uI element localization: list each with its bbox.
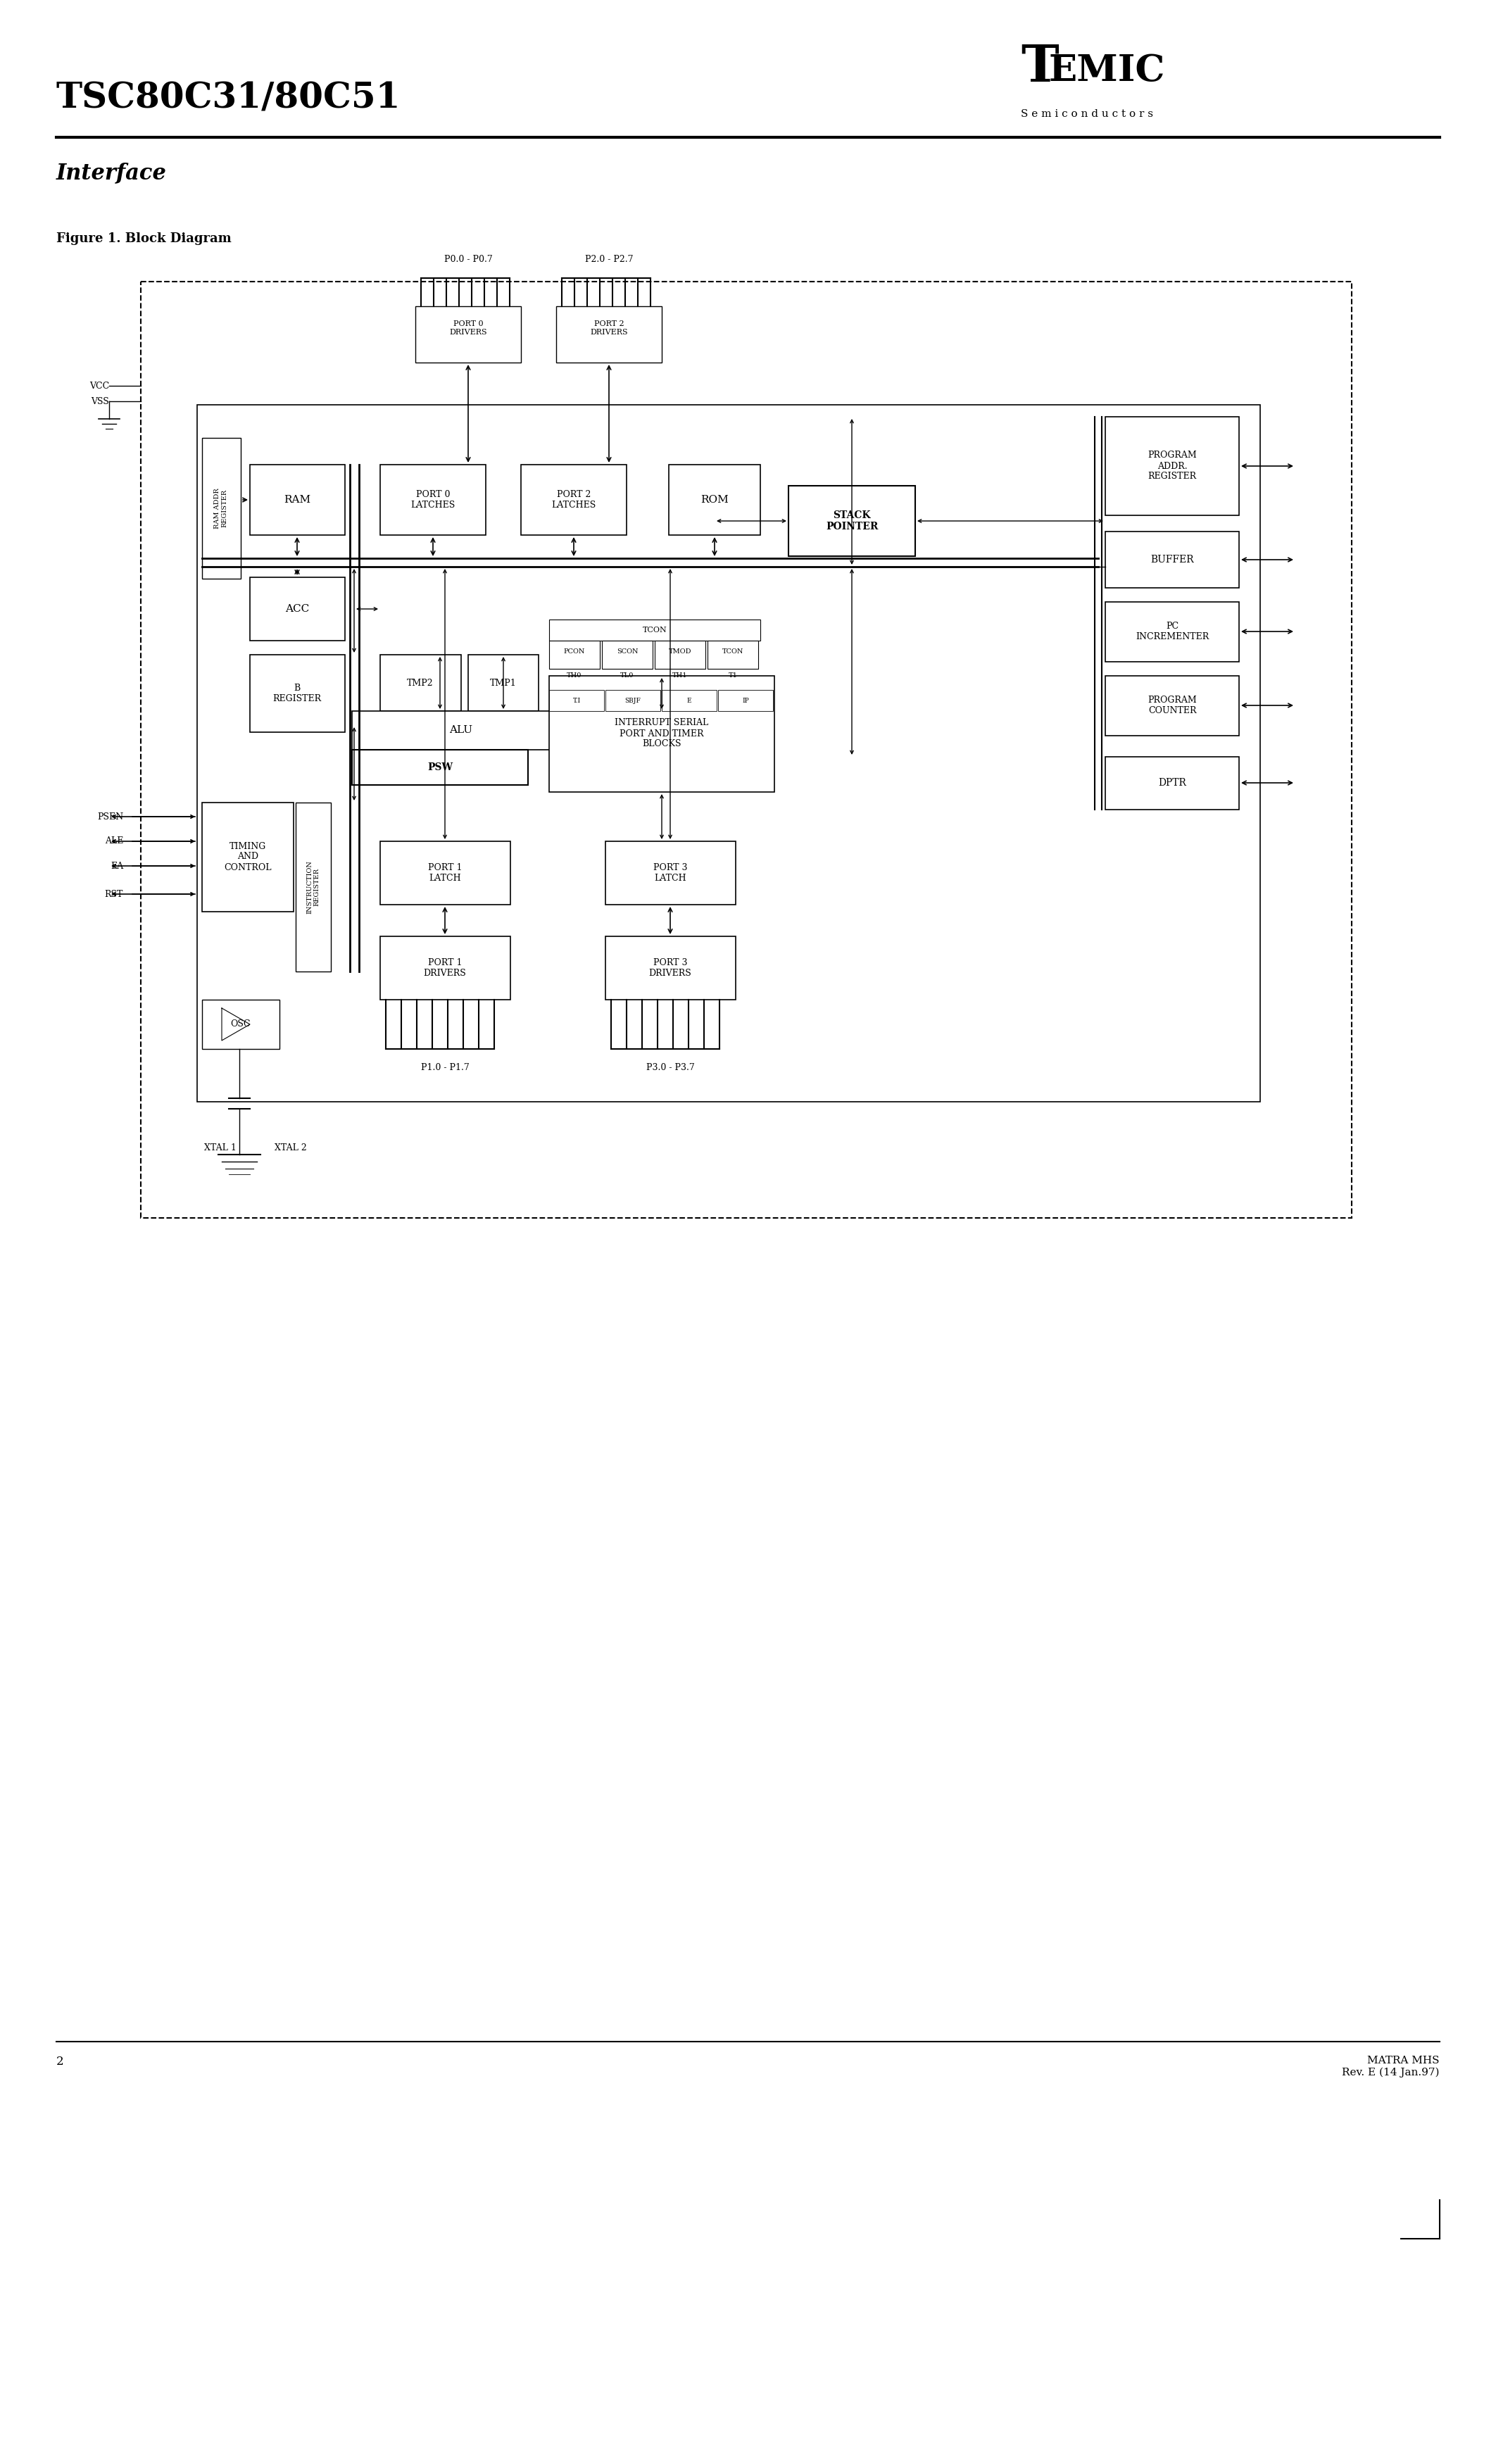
- Text: VSS: VSS: [91, 397, 109, 407]
- Text: ACC: ACC: [286, 604, 310, 614]
- Text: T1: T1: [729, 673, 738, 680]
- Text: Interface: Interface: [57, 163, 166, 185]
- Text: PCON: PCON: [564, 648, 585, 655]
- Text: TMOD: TMOD: [669, 648, 691, 655]
- Text: PROGRAM
ADDR.
REGISTER: PROGRAM ADDR. REGISTER: [1147, 451, 1197, 480]
- Bar: [416, 306, 521, 362]
- Text: INTERRUPT SERIAL
PORT AND TIMER
BLOCKS: INTERRUPT SERIAL PORT AND TIMER BLOCKS: [615, 719, 709, 749]
- Bar: [380, 936, 510, 1000]
- Bar: [197, 404, 1260, 1101]
- Text: TMP2: TMP2: [407, 678, 434, 687]
- Bar: [1106, 532, 1239, 589]
- Text: PORT 2
LATCHES: PORT 2 LATCHES: [552, 490, 595, 510]
- Bar: [788, 485, 916, 557]
- Text: ALU: ALU: [449, 724, 473, 734]
- Text: P1.0 - P1.7: P1.0 - P1.7: [420, 1062, 470, 1072]
- Bar: [380, 655, 461, 712]
- Text: E: E: [687, 697, 691, 705]
- Bar: [549, 641, 600, 668]
- Bar: [352, 712, 570, 749]
- Bar: [202, 803, 293, 912]
- Bar: [557, 306, 661, 362]
- Bar: [669, 466, 760, 535]
- Text: ALE: ALE: [105, 838, 123, 845]
- Text: TH1: TH1: [673, 673, 688, 680]
- Bar: [655, 641, 706, 668]
- Text: MATRA MHS
Rev. E (14 Jan.97): MATRA MHS Rev. E (14 Jan.97): [1342, 2055, 1439, 2077]
- Bar: [606, 690, 660, 712]
- Bar: [352, 749, 528, 786]
- Bar: [521, 466, 627, 535]
- Text: 2: 2: [57, 2055, 64, 2067]
- Text: OSC: OSC: [230, 1020, 251, 1030]
- Text: PORT 0
DRIVERS: PORT 0 DRIVERS: [449, 320, 488, 335]
- Bar: [1106, 416, 1239, 515]
- Text: PORT 3
DRIVERS: PORT 3 DRIVERS: [649, 958, 691, 978]
- Text: TL0: TL0: [621, 673, 634, 680]
- Text: PORT 1
DRIVERS: PORT 1 DRIVERS: [423, 958, 467, 978]
- Text: PORT 3
LATCH: PORT 3 LATCH: [654, 862, 687, 882]
- Bar: [380, 466, 486, 535]
- Bar: [202, 1000, 280, 1050]
- Text: Figure 1. Block Diagram: Figure 1. Block Diagram: [57, 232, 232, 244]
- Text: SCON: SCON: [616, 648, 637, 655]
- Bar: [601, 641, 652, 668]
- Text: P0.0 - P0.7: P0.0 - P0.7: [444, 254, 492, 264]
- Text: PSEN: PSEN: [97, 813, 123, 821]
- Bar: [708, 641, 758, 668]
- Text: IP: IP: [742, 697, 749, 705]
- Bar: [250, 655, 346, 732]
- Text: P3.0 - P3.7: P3.0 - P3.7: [646, 1062, 694, 1072]
- Text: T: T: [1020, 42, 1059, 91]
- Text: S e m i c o n d u c t o r s: S e m i c o n d u c t o r s: [1020, 108, 1153, 118]
- Text: T.I: T.I: [573, 697, 580, 705]
- Text: TH0: TH0: [567, 673, 582, 680]
- Text: PSW: PSW: [428, 761, 453, 771]
- Text: PROGRAM
COUNTER: PROGRAM COUNTER: [1147, 695, 1197, 715]
- Bar: [606, 840, 736, 904]
- Text: TSC80C31/80C51: TSC80C31/80C51: [57, 81, 401, 116]
- Text: PORT 2
DRIVERS: PORT 2 DRIVERS: [589, 320, 628, 335]
- Text: PORT 1
LATCH: PORT 1 LATCH: [428, 862, 462, 882]
- Text: TMP1: TMP1: [491, 678, 516, 687]
- Text: XTAL 2: XTAL 2: [275, 1143, 307, 1153]
- Text: TCON: TCON: [723, 648, 744, 655]
- Text: INSTRUCTION
REGISTER: INSTRUCTION REGISTER: [307, 860, 320, 914]
- Bar: [250, 466, 346, 535]
- Text: EA: EA: [111, 862, 123, 870]
- Text: VCC: VCC: [90, 382, 109, 389]
- Text: TCON: TCON: [642, 626, 667, 633]
- Text: B
REGISTER: B REGISTER: [272, 683, 322, 702]
- Text: STACK
POINTER: STACK POINTER: [826, 510, 878, 532]
- Bar: [606, 936, 736, 1000]
- Text: DPTR: DPTR: [1158, 779, 1186, 788]
- Bar: [141, 281, 1352, 1217]
- Text: SBJF: SBJF: [625, 697, 640, 705]
- Bar: [661, 690, 717, 712]
- Text: ROM: ROM: [700, 495, 729, 505]
- Bar: [202, 439, 241, 579]
- Text: RST: RST: [105, 890, 123, 899]
- Bar: [296, 803, 331, 971]
- Bar: [549, 675, 775, 791]
- Bar: [549, 690, 604, 712]
- Text: RAM ADDR
REGISTER: RAM ADDR REGISTER: [214, 488, 227, 530]
- Bar: [718, 690, 773, 712]
- Text: PC
INCREMENTER: PC INCREMENTER: [1135, 621, 1209, 641]
- Text: P2.0 - P2.7: P2.0 - P2.7: [585, 254, 633, 264]
- Bar: [1106, 675, 1239, 737]
- Text: RAM: RAM: [284, 495, 311, 505]
- Bar: [1106, 756, 1239, 811]
- Text: XTAL 1: XTAL 1: [203, 1143, 236, 1153]
- Bar: [549, 618, 760, 641]
- Bar: [380, 840, 510, 904]
- Text: BUFFER: BUFFER: [1150, 554, 1194, 564]
- Bar: [250, 577, 346, 641]
- Text: TIMING
AND
CONTROL: TIMING AND CONTROL: [224, 843, 272, 872]
- Bar: [468, 655, 539, 712]
- Text: PORT 0
LATCHES: PORT 0 LATCHES: [411, 490, 455, 510]
- Text: EMIC: EMIC: [1049, 52, 1165, 89]
- Bar: [1106, 601, 1239, 663]
